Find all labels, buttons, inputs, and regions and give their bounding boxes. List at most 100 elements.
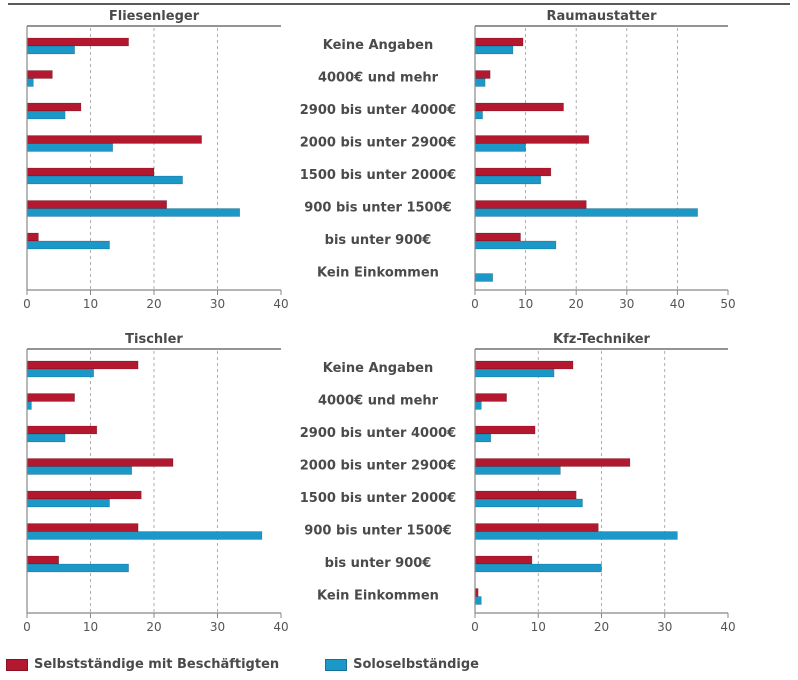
bar-selbststaendige-keine-angaben [474,37,524,47]
bar-selbststaendige-2000-bis-unter-2900eur [474,135,590,144]
bar-selbststaendige-2000-bis-unter-2900eur [26,135,202,144]
bar-selbststaendige-1500-bis-unter-2000eur [26,490,142,500]
bar-solo-kein-einkommen [474,596,482,605]
bar-selbststaendige-keine-angaben [474,360,574,370]
bar-solo-900-bis-unter-1500eur [474,531,678,540]
bar-selbststaendige-bis-unter-900eur [26,555,60,565]
bar-solo-900-bis-unter-1500eur [474,208,698,217]
bar-selbststaendige-2900-bis-unter-4000eur [474,102,564,112]
category-label-keine-angaben: Keine Angaben [323,361,434,376]
panel-title-fliesenleger: Fliesenleger [109,9,200,24]
bar-solo-2000-bis-unter-2900eur [474,143,526,152]
bar-selbststaendige-2900-bis-unter-4000eur [26,102,82,112]
bar-solo-1500-bis-unter-2000eur [474,498,583,508]
bar-selbststaendige-bis-unter-900eur [474,555,533,565]
category-label-900-bis-unter-1500eur: 900 bis unter 1500€ [304,524,451,539]
x-tick-label-0: 0 [23,620,31,634]
category-label-kein-einkommen: Kein Einkommen [317,266,439,281]
bar-solo-1500-bis-unter-2000eur [26,498,110,508]
bar-solo-4000eur-und-mehr [474,78,486,87]
panel-raumaustatter: Raumaustatter 0 10 20 30 40 50 [471,9,735,311]
x-tick-label-50: 50 [720,297,735,311]
bar-selbststaendige-4000eur-und-mehr [474,70,491,79]
bar-solo-bis-unter-900eur [474,563,602,573]
x-tick-label-40: 40 [273,297,288,311]
bar-selbststaendige-2900-bis-unter-4000eur [474,425,536,435]
category-label-2000-bis-unter-2900eur: 2000 bis unter 2900€ [300,136,456,151]
panel-title-kfz-techniker: Kfz-Techniker [553,332,651,347]
x-tick-label-10: 10 [518,297,533,311]
x-tick-label-40: 40 [273,620,288,634]
category-label-2900-bis-unter-4000eur: 2900 bis unter 4000€ [300,426,456,441]
bar-solo-2900-bis-unter-4000eur [474,110,483,120]
bar-solo-keine-angaben [26,45,75,55]
category-label-900-bis-unter-1500eur: 900 bis unter 1500€ [304,201,451,216]
bar-selbststaendige-900-bis-unter-1500eur [474,200,587,209]
bar-selbststaendige-4000eur-und-mehr [26,393,75,402]
panel-title-raumaustatter: Raumaustatter [547,9,658,24]
bar-selbststaendige-keine-angaben [26,37,129,47]
x-tick-label-40: 40 [720,620,735,634]
bar-solo-1500-bis-unter-2000eur [474,175,542,185]
bar-solo-2900-bis-unter-4000eur [26,110,66,120]
bar-selbststaendige-bis-unter-900eur [474,232,521,242]
bar-solo-2000-bis-unter-2900eur [26,143,114,152]
x-tick-label-0: 0 [471,297,479,311]
x-tick-label-0: 0 [471,620,479,634]
bar-solo-2900-bis-unter-4000eur [474,433,492,443]
bar-selbststaendige-4000eur-und-mehr [474,393,507,402]
category-label-kein-einkommen: Kein Einkommen [317,589,439,604]
x-tick-label-30: 30 [619,297,634,311]
bar-solo-4000eur-und-mehr [26,78,34,87]
category-label-1500-bis-unter-2000eur: 1500 bis unter 2000€ [300,168,456,183]
legend-label-selbststaendige: Selbstständige mit Beschäftigten [34,657,280,672]
category-label-bis-unter-900eur: bis unter 900€ [325,233,432,248]
bar-solo-4000eur-und-mehr [474,401,482,410]
x-tick-label-20: 20 [594,620,609,634]
legend-label-solo: Soloselbständige [353,657,480,672]
category-label-bis-unter-900eur: bis unter 900€ [325,556,432,571]
bar-selbststaendige-1500-bis-unter-2000eur [26,167,155,177]
category-label-4000eur-und-mehr: 4000€ und mehr [318,71,439,86]
legend-swatch-solo [325,658,348,671]
bar-solo-2000-bis-unter-2900eur [26,466,133,475]
x-tick-label-20: 20 [146,297,161,311]
legend-item-solo: Soloselbständige [325,657,479,672]
bar-selbststaendige-1500-bis-unter-2000eur [474,167,552,177]
bar-solo-bis-unter-900eur [26,240,110,250]
panel-fliesenleger: Fliesenleger 0 10 20 30 40 [23,9,288,311]
bar-selbststaendige-900-bis-unter-1500eur [26,200,167,209]
legend-item-selbststaendige: Selbstständige mit Beschäftigten [6,657,279,672]
bar-solo-2000-bis-unter-2900eur [474,466,561,475]
x-tick-label-30: 30 [210,620,225,634]
bar-solo-keine-angaben [26,368,94,378]
bar-solo-2900-bis-unter-4000eur [26,433,66,443]
x-tick-label-10: 10 [83,620,98,634]
bar-solo-900-bis-unter-1500eur [26,208,241,217]
x-tick-label-10: 10 [83,297,98,311]
x-tick-label-0: 0 [23,297,31,311]
category-label-2900-bis-unter-4000eur: 2900 bis unter 4000€ [300,103,456,118]
bar-selbststaendige-900-bis-unter-1500eur [474,523,599,532]
bar-solo-4000eur-und-mehr [26,401,32,410]
bar-selbststaendige-4000eur-und-mehr [26,70,53,79]
x-tick-label-20: 20 [146,620,161,634]
category-label-4000eur-und-mehr: 4000€ und mehr [318,394,439,409]
category-label-1500-bis-unter-2000eur: 1500 bis unter 2000€ [300,491,456,506]
bar-solo-keine-angaben [474,45,514,55]
x-tick-label-10: 10 [531,620,546,634]
legend-swatch-selbststaendige [6,658,28,671]
category-label-keine-angaben: Keine Angaben [323,38,434,53]
bar-selbststaendige-bis-unter-900eur [26,232,39,242]
bar-selbststaendige-900-bis-unter-1500eur [26,523,139,532]
bar-selbststaendige-2900-bis-unter-4000eur [26,425,98,435]
bar-solo-bis-unter-900eur [26,563,129,573]
panel-kfz-techniker: Kfz-Techniker 0 10 20 30 40 [471,332,735,634]
x-tick-label-30: 30 [210,297,225,311]
bar-selbststaendige-2000-bis-unter-2900eur [474,458,631,467]
bar-selbststaendige-1500-bis-unter-2000eur [474,490,577,500]
bar-solo-kein-einkommen [474,273,494,282]
x-tick-label-20: 20 [569,297,584,311]
bar-selbststaendige-keine-angaben [26,360,139,370]
